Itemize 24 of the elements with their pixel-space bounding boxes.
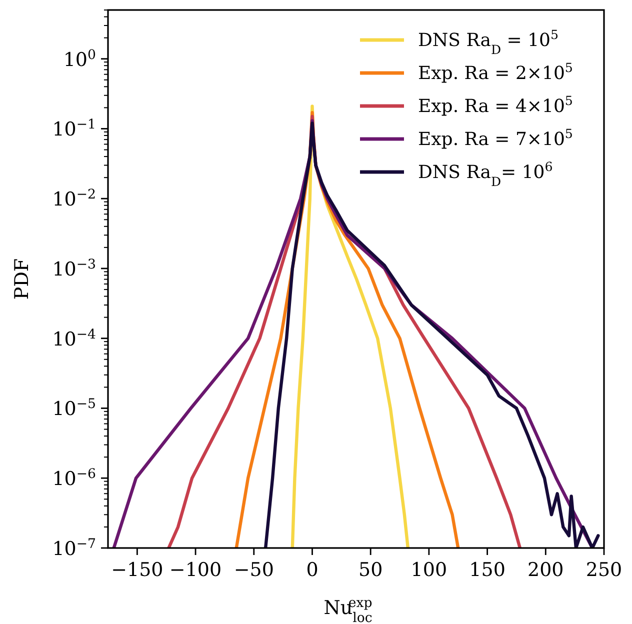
x-tick-label: 0 [306,559,318,581]
x-tick-label: −50 [234,559,274,581]
legend-label: Exp. Ra = 2×10$^{5}$ [418,60,573,84]
legend-label: Exp. Ra = 4×10$^{5}$ [418,92,573,117]
y-axis-title: PDF [11,258,33,300]
y-tick-label: 10$^{−1}$ [52,117,96,141]
x-tick-label: 250 [586,559,622,581]
y-tick-label: 10$^{−2}$ [52,187,96,211]
x-tick-label: 150 [469,559,506,581]
y-tick-label: 10$^{−3}$ [52,256,96,280]
legend-label: DNS Ra$_{D}$ = 10$^{5}$ [418,26,558,56]
line-series [264,122,600,548]
x-tick-label: 200 [528,559,564,581]
y-tick-label: 10$^{−6}$ [52,466,96,490]
x-tick-label: 100 [410,559,448,581]
y-tick-label: 10$^{−7}$ [52,536,96,560]
y-tick-label: 10$^{−4}$ [52,326,96,350]
y-tick-label: 10$^{−5}$ [52,396,96,420]
legend-label: Exp. Ra = 7×10$^{5}$ [418,126,573,150]
x-tick-label: −150 [111,559,164,581]
y-tick-label: 10$^{0}$ [63,47,96,71]
x-tick-label: 50 [358,559,383,581]
x-tick-label: −100 [169,559,222,581]
legend-label: DNS Ra$_{D}$= 10$^{6}$ [418,158,553,188]
